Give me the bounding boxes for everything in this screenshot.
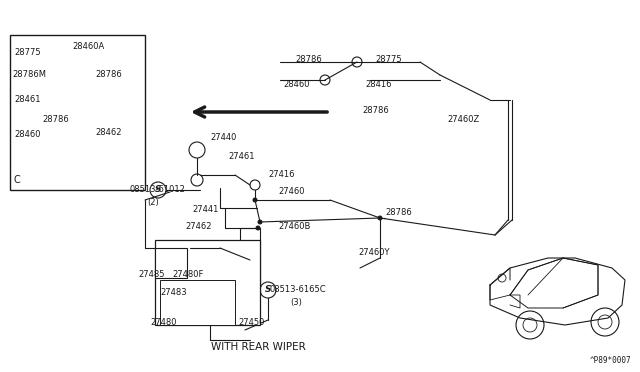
Text: 27440: 27440 <box>210 133 236 142</box>
Text: C: C <box>14 175 20 185</box>
Bar <box>155 240 260 325</box>
Text: 28786M: 28786M <box>12 70 46 79</box>
Text: 28460: 28460 <box>14 130 40 139</box>
Text: 27461: 27461 <box>228 152 255 161</box>
Text: 27416: 27416 <box>268 170 294 179</box>
Text: 27460: 27460 <box>278 187 305 196</box>
Circle shape <box>253 198 257 202</box>
Text: 28461: 28461 <box>14 95 40 104</box>
Text: (3): (3) <box>290 298 302 307</box>
Text: 27485: 27485 <box>138 270 164 279</box>
Text: 27480F: 27480F <box>172 270 204 279</box>
Text: 08513-6165C: 08513-6165C <box>270 285 326 294</box>
Text: WITH REAR WIPER: WITH REAR WIPER <box>211 342 305 352</box>
Text: 28775: 28775 <box>375 55 402 64</box>
Text: 28786: 28786 <box>362 106 388 115</box>
Circle shape <box>378 215 383 221</box>
Circle shape <box>255 225 260 231</box>
Text: ^P89*0007: ^P89*0007 <box>590 356 632 365</box>
Text: 28786: 28786 <box>295 55 322 64</box>
Text: 27462: 27462 <box>185 222 211 231</box>
Text: 27441: 27441 <box>192 205 218 214</box>
Text: 28775: 28775 <box>14 48 40 57</box>
Bar <box>155 248 187 278</box>
Bar <box>10 35 145 190</box>
Text: 28462: 28462 <box>95 128 122 137</box>
Text: 27460Z: 27460Z <box>447 115 479 124</box>
Circle shape <box>257 219 262 224</box>
Text: 27483: 27483 <box>160 288 187 297</box>
Text: 28786: 28786 <box>42 115 68 124</box>
Text: 28786: 28786 <box>385 208 412 217</box>
Text: (2): (2) <box>147 198 159 207</box>
Circle shape <box>53 80 57 84</box>
Text: 08513-61012: 08513-61012 <box>130 185 186 194</box>
Text: S: S <box>155 186 161 195</box>
Bar <box>160 280 235 325</box>
Text: 27460B: 27460B <box>278 222 310 231</box>
Text: 27450: 27450 <box>238 318 264 327</box>
Text: 27460Y: 27460Y <box>358 248 390 257</box>
Text: 28416: 28416 <box>365 80 392 89</box>
Text: 28460: 28460 <box>283 80 310 89</box>
Circle shape <box>53 103 57 107</box>
Text: 28460A: 28460A <box>72 42 104 51</box>
Text: 28786: 28786 <box>95 70 122 79</box>
Text: S: S <box>265 285 271 295</box>
Text: 27480: 27480 <box>150 318 177 327</box>
